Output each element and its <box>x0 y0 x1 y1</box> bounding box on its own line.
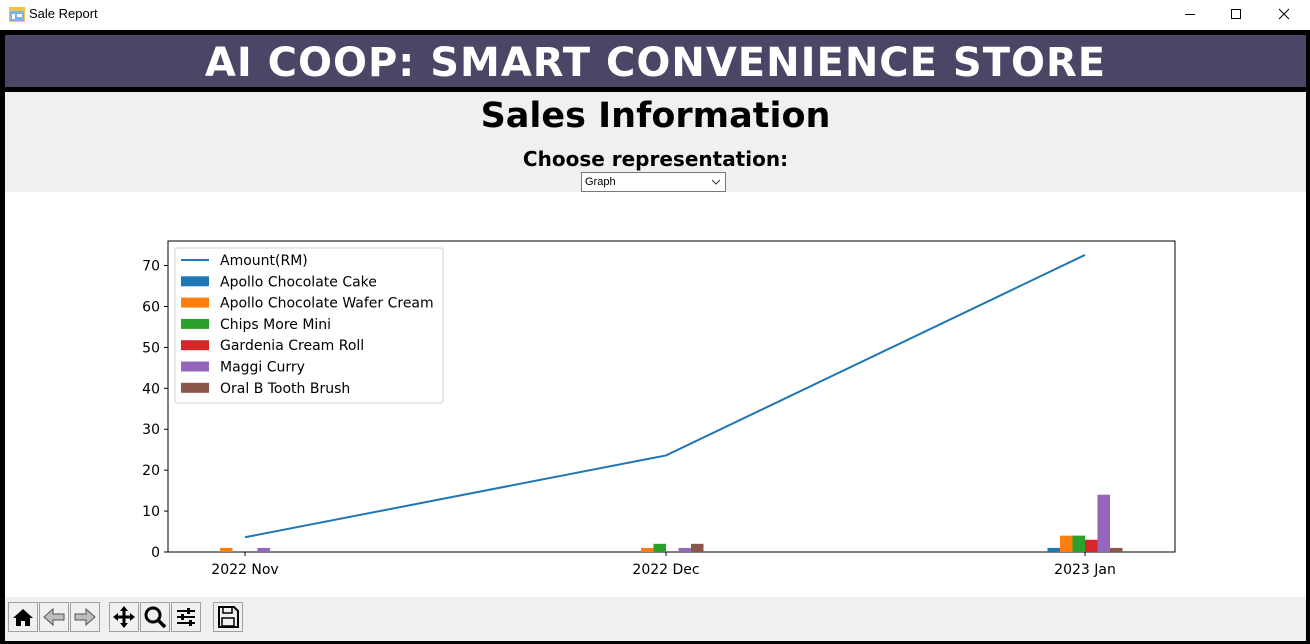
legend-swatch <box>181 297 209 308</box>
app-icon <box>9 7 25 22</box>
page-title: Sales Information <box>480 96 831 136</box>
representation-select-value: Graph <box>585 176 616 188</box>
bar <box>1060 535 1073 552</box>
save-icon <box>218 606 239 628</box>
maximize-button[interactable] <box>1213 0 1259 30</box>
bar <box>1072 535 1085 552</box>
legend-label: Chips More Mini <box>220 317 331 333</box>
forward-button[interactable] <box>70 602 100 632</box>
legend-box <box>174 247 444 404</box>
window-title: Sale Report <box>29 6 98 21</box>
legend-label: Maggi Curry <box>220 360 305 376</box>
legend-swatch <box>181 361 209 372</box>
back-button[interactable] <box>39 602 69 632</box>
bar <box>678 547 691 552</box>
bar <box>1047 547 1060 552</box>
plot-area: 0 10 20 30 40 50 60 70 2022 Nov 2022 Dec 2023 Jan… <box>5 192 1306 597</box>
legend-label: Amount(RM) <box>220 253 308 269</box>
zoom-button[interactable] <box>140 602 170 632</box>
home-icon <box>13 609 33 626</box>
y-tick-label: 10 <box>142 504 160 520</box>
sales-chart: 0 10 20 30 40 50 60 70 2022 Nov 2022 Dec 2023 Jan… <box>142 240 1176 578</box>
plot-toolbar <box>5 597 1306 641</box>
bar <box>641 547 654 552</box>
legend-swatch <box>181 318 209 329</box>
amount-line <box>244 254 1086 539</box>
legend-label: Apollo Chocolate Wafer Cream <box>220 296 434 312</box>
bar <box>1085 539 1098 552</box>
maximize-icon <box>1231 9 1241 19</box>
store-banner: AI COOP: SMART CONVENIENCE STORE <box>5 35 1306 90</box>
legend-label: Gardenia Cream Roll <box>220 338 364 354</box>
chevron-down-icon <box>711 179 721 185</box>
y-tick-label: 50 <box>142 340 160 356</box>
chart-legend: Amount(RM) Apollo Chocolate Cake Apollo Ch… <box>174 247 444 404</box>
legend-swatch <box>181 276 209 287</box>
x-tick-label: 2022 Dec <box>632 562 699 578</box>
legend-swatch <box>181 340 209 351</box>
configure-button[interactable] <box>171 602 201 632</box>
legend-swatch <box>181 382 209 393</box>
bar <box>1097 494 1110 552</box>
store-banner-title: AI COOP: SMART CONVENIENCE STORE <box>204 40 1107 86</box>
home-button[interactable] <box>8 602 38 632</box>
minimize-button[interactable] <box>1167 0 1213 30</box>
minimize-icon <box>1185 14 1195 15</box>
bar <box>1110 547 1123 552</box>
bar <box>653 543 666 552</box>
y-tick-label: 0 <box>151 545 160 561</box>
bar <box>220 547 233 552</box>
zoom-icon <box>144 606 167 629</box>
y-tick-label: 70 <box>142 259 160 275</box>
y-tick-label: 40 <box>142 381 160 397</box>
y-tick-label: 20 <box>142 463 160 479</box>
pan-button[interactable] <box>109 602 139 632</box>
bar <box>691 543 704 552</box>
x-tick-label: 2022 Nov <box>211 562 278 578</box>
x-tick-label: 2023 Jan <box>1054 562 1116 578</box>
legend-label: Apollo Chocolate Cake <box>220 274 377 290</box>
configure-icon <box>177 608 195 626</box>
y-tick-label: 60 <box>142 299 160 315</box>
representation-select[interactable]: Graph <box>581 172 726 192</box>
back-arrow-icon <box>43 607 65 627</box>
pan-icon <box>113 606 135 628</box>
representation-label: Choose representation: <box>522 147 789 171</box>
sales-info-section: Sales Information Choose representation:… <box>5 92 1306 192</box>
forward-arrow-icon <box>74 607 96 627</box>
close-icon <box>1278 8 1290 20</box>
y-tick-label: 30 <box>142 422 160 438</box>
save-button[interactable] <box>213 602 243 632</box>
bar <box>257 547 270 552</box>
window-titlebar: Sale Report <box>0 0 1310 30</box>
close-button[interactable] <box>1260 0 1306 30</box>
legend-label: Oral B Tooth Brush <box>220 381 350 397</box>
